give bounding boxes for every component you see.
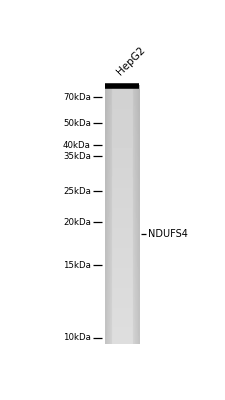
Text: 40kDa: 40kDa (63, 140, 91, 150)
Ellipse shape (110, 229, 134, 240)
Text: 50kDa: 50kDa (63, 119, 91, 128)
Ellipse shape (107, 226, 138, 243)
Text: 70kDa: 70kDa (63, 93, 91, 102)
Text: 10kDa: 10kDa (63, 333, 91, 342)
Text: 15kDa: 15kDa (63, 261, 91, 270)
Text: 35kDa: 35kDa (63, 152, 91, 161)
Ellipse shape (108, 227, 137, 242)
Ellipse shape (113, 231, 131, 238)
Ellipse shape (106, 223, 138, 246)
Text: NDUFS4: NDUFS4 (148, 229, 188, 239)
Text: 20kDa: 20kDa (63, 218, 91, 226)
Text: HepG2: HepG2 (115, 45, 147, 77)
Text: 25kDa: 25kDa (63, 187, 91, 196)
